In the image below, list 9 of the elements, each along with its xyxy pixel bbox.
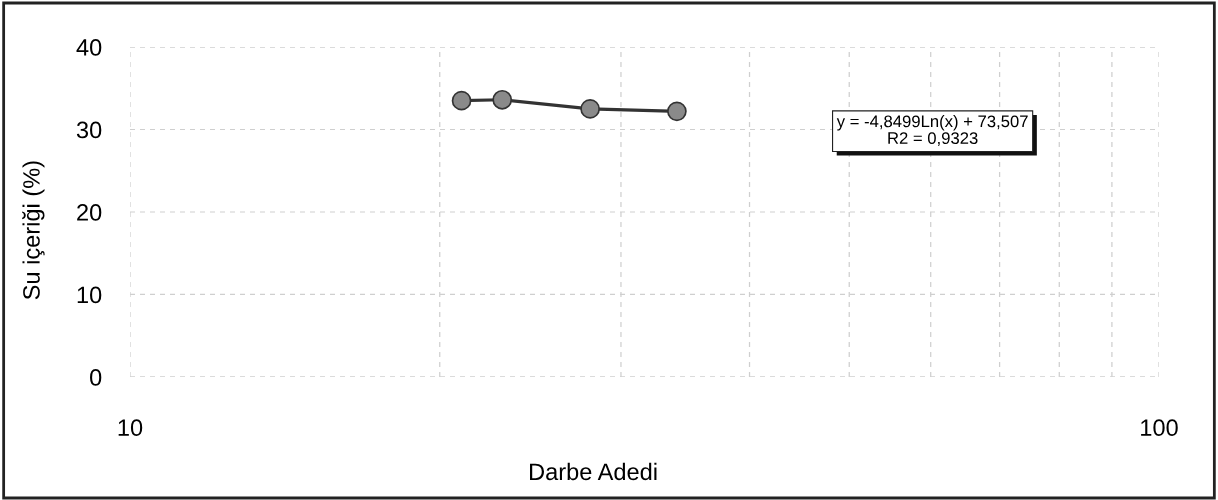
x-tick-label: 100 (1141, 419, 1178, 437)
y-tick-label: 10 (77, 286, 102, 304)
y-tick-label: 40 (76, 39, 102, 56)
x-axis-title: Darbe Adedi (530, 462, 657, 481)
y-tick-label: 0 (90, 369, 102, 386)
y-axis-title: Su içeriği (%) (22, 161, 45, 300)
y-tick-label: 20 (77, 204, 102, 221)
y-tick-label: 30 (76, 121, 102, 139)
annotation: y = -4,8499Ln(x) + 73,507 R2 = 0,9323 (836, 115, 1028, 146)
